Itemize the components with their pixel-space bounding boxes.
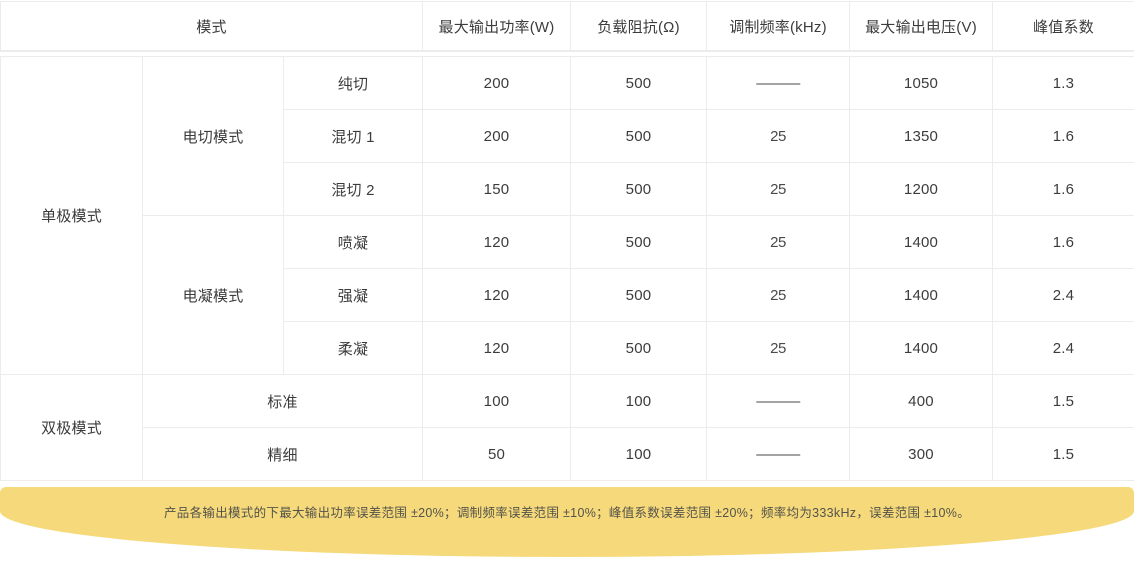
cell-power: 120 (422, 321, 571, 375)
tolerance-note: 产品各输出模式的下最大输出功率误差范围 ±20%；调制频率误差范围 ±10%；峰… (164, 506, 970, 520)
cell-voltage: 300 (849, 427, 993, 481)
table-row-bipolar-standard: 双极模式 标准 100 100 ——— 400 1.5 (0, 374, 1134, 481)
cell-mode: 精细 (142, 427, 423, 481)
cell-category-coag: 电凝模式 (142, 215, 284, 375)
cell-group-bipolar: 双极模式 (0, 374, 143, 481)
cell-voltage: 1400 (849, 321, 993, 375)
cell-crest: 1.6 (992, 162, 1134, 216)
cell-mod-freq: 25 (706, 162, 850, 216)
cell-power: 200 (422, 109, 571, 163)
cell-crest: 1.3 (992, 56, 1134, 110)
cell-voltage: 1400 (849, 215, 993, 269)
cell-mod-freq: ——— (706, 427, 850, 481)
cell-mode: 柔凝 (283, 321, 423, 375)
column-header-max-voltage: 最大输出电压(V) (849, 1, 993, 52)
cell-power: 100 (422, 374, 571, 428)
spec-table-body: 单极模式 电切模式 纯切 200 500 ——— 1050 1.3 混切 1 2… (0, 56, 1134, 481)
cell-mod-freq: 25 (706, 321, 850, 375)
cell-mode: 混切 1 (283, 109, 423, 163)
table-row-forced-coag: 强凝 120 500 25 1400 2.4 (1, 268, 1134, 322)
cell-mode: 强凝 (283, 268, 423, 322)
spec-table-header: 模式 最大输出功率(W) 负载阻抗(Ω) 调制频率(kHz) 最大输出电压(V)… (0, 1, 1134, 52)
footer-note-band: 产品各输出模式的下最大输出功率误差范围 ±20%；调制频率误差范围 ±10%；峰… (0, 487, 1134, 557)
cell-mod-freq: 25 (706, 215, 850, 269)
table-row-spray-coag: 电凝模式 喷凝 120 500 25 1400 1.6 (1, 215, 1134, 375)
header-row: 模式 最大输出功率(W) 负载阻抗(Ω) 调制频率(kHz) 最大输出电压(V)… (0, 1, 1134, 52)
cell-voltage: 1200 (849, 162, 993, 216)
cell-category-cut: 电切模式 (142, 56, 284, 216)
cell-voltage: 1400 (849, 268, 993, 322)
cell-impedance: 100 (570, 427, 707, 481)
column-header-max-power: 最大输出功率(W) (422, 1, 571, 52)
table-row-bipolar-fine: 精细 50 100 ——— 300 1.5 (1, 427, 1134, 481)
cell-crest: 1.5 (992, 427, 1134, 481)
column-header-mod-freq: 调制频率(kHz) (706, 1, 850, 52)
cell-mode: 标准 (142, 374, 423, 428)
cell-impedance: 500 (570, 162, 707, 216)
cell-voltage: 1050 (849, 56, 993, 110)
cell-power: 120 (422, 215, 571, 269)
cell-mod-freq: ——— (706, 374, 850, 428)
cell-crest: 2.4 (992, 321, 1134, 375)
column-header-crest-factor: 峰值系数 (992, 1, 1134, 52)
cell-mode: 纯切 (283, 56, 423, 110)
cell-crest: 1.6 (992, 109, 1134, 163)
cell-mod-freq: ——— (706, 56, 850, 110)
cell-voltage: 1350 (849, 109, 993, 163)
column-header-mode: 模式 (0, 1, 423, 52)
table-row-blend-2: 混切 2 150 500 25 1200 1.6 (1, 162, 1134, 216)
cell-power: 150 (422, 162, 571, 216)
cell-mod-freq: 25 (706, 268, 850, 322)
cell-impedance: 500 (570, 321, 707, 375)
cell-mod-freq: 25 (706, 109, 850, 163)
cell-mode: 混切 2 (283, 162, 423, 216)
table-row-pure-cut: 单极模式 电切模式 纯切 200 500 ——— 1050 1.3 (0, 56, 1134, 375)
column-header-load-impedance: 负载阻抗(Ω) (570, 1, 707, 52)
cell-crest: 2.4 (992, 268, 1134, 322)
cell-impedance: 500 (570, 268, 707, 322)
cell-power: 50 (422, 427, 571, 481)
cell-crest: 1.6 (992, 215, 1134, 269)
cell-mode: 喷凝 (283, 215, 423, 269)
cell-crest: 1.5 (992, 374, 1134, 428)
cell-power: 120 (422, 268, 571, 322)
cell-voltage: 400 (849, 374, 993, 428)
cell-impedance: 500 (570, 56, 707, 110)
table-row-soft-coag: 柔凝 120 500 25 1400 2.4 (1, 321, 1134, 375)
cell-impedance: 500 (570, 109, 707, 163)
cell-power: 200 (422, 56, 571, 110)
cell-group-monopolar: 单极模式 (0, 56, 143, 375)
cell-impedance: 500 (570, 215, 707, 269)
table-row-blend-1: 混切 1 200 500 25 1350 1.6 (1, 109, 1134, 163)
cell-impedance: 100 (570, 374, 707, 428)
